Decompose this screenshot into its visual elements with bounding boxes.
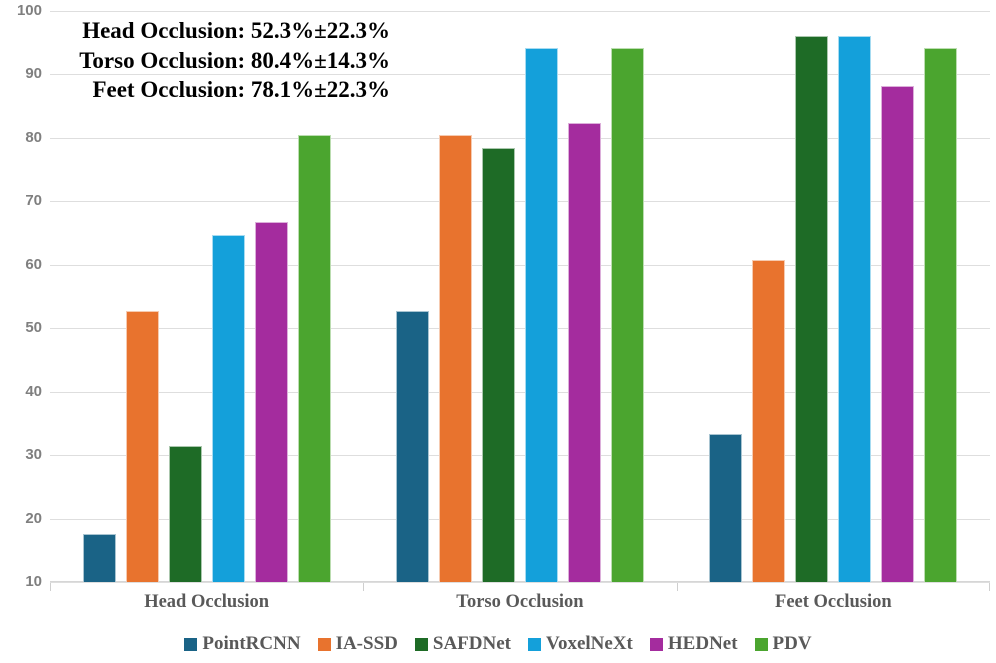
- y-axis-tick-label-60: 60: [25, 255, 42, 273]
- bar-pdv-feet-occlusion: [924, 48, 958, 582]
- legend: PointRCNN IA-SSD SAFDNet VoxelNeXt HEDNet PDV: [0, 633, 996, 655]
- legend-label: VoxelNeXt: [545, 633, 633, 654]
- y-axis-tick-label-30: 30: [25, 446, 42, 464]
- bar-hednet-torso-occlusion: [567, 122, 601, 582]
- gridline-50: [50, 328, 990, 330]
- y-axis-tick-label-90: 90: [25, 65, 42, 83]
- bar-voxelnext-torso-occlusion: [524, 48, 558, 582]
- bar-group-head-occlusion: [50, 11, 363, 582]
- x-axis-category-label-feet-occlusion: Feet Occlusion: [775, 592, 892, 612]
- gridline-40: [50, 391, 990, 393]
- gridline-100: [50, 11, 990, 12]
- legend-item-safdnet: SAFDNet: [414, 633, 511, 655]
- legend-item-voxelnext: VoxelNeXt: [527, 633, 633, 655]
- legend-item-pdv: PDV: [754, 633, 812, 655]
- x-axis-tick: [989, 583, 990, 591]
- plot-area: [50, 11, 990, 591]
- gridline-20: [50, 518, 990, 520]
- y-axis-tick-label-40: 40: [25, 382, 42, 400]
- legend-swatch-icon: [527, 637, 541, 651]
- x-axis-tick: [676, 583, 678, 591]
- bar-voxelnext-head-occlusion: [211, 235, 245, 582]
- y-axis-tick-label-70: 70: [25, 192, 42, 210]
- y-axis-tick-label-10: 10: [25, 573, 42, 590]
- bar-pointrcnn-feet-occlusion: [709, 434, 743, 582]
- bar-safdnet-head-occlusion: [168, 446, 202, 582]
- bar-group-torso-occlusion: [363, 11, 676, 582]
- x-axis-tick: [50, 583, 51, 591]
- legend-swatch-icon: [414, 637, 428, 651]
- gridline-10: [50, 582, 990, 583]
- legend-label: PDV: [772, 633, 812, 654]
- gridline-70: [50, 201, 990, 203]
- annotation-line-feet: Feet Occlusion: 78.1%±22.3%: [92, 77, 390, 102]
- legend-item-pointrcnn: PointRCNN: [184, 633, 301, 655]
- bar-hednet-head-occlusion: [254, 222, 288, 582]
- annotation-line-head: Head Occlusion: 52.3%±22.3%: [82, 18, 390, 43]
- y-axis-tick-label-50: 50: [25, 319, 42, 337]
- bar-pdv-torso-occlusion: [610, 48, 644, 582]
- x-axis-category-label-torso-occlusion: Torso Occlusion: [456, 592, 584, 612]
- legend-swatch-icon: [754, 637, 768, 651]
- y-axis-tick-label-20: 20: [25, 509, 42, 527]
- gridline-30: [50, 455, 990, 457]
- gridline-80: [50, 137, 990, 139]
- bar-ia-ssd-feet-occlusion: [752, 259, 786, 582]
- legend-item-hednet: HEDNet: [649, 633, 738, 655]
- legend-label: HEDNet: [667, 633, 738, 654]
- bar-pointrcnn-head-occlusion: [82, 534, 116, 582]
- legend-item-ia-ssd: IA-SSD: [317, 633, 398, 655]
- legend-swatch-icon: [184, 637, 198, 651]
- legend-label: PointRCNN: [202, 633, 301, 654]
- legend-swatch-icon: [649, 637, 663, 651]
- bar-pdv-head-occlusion: [297, 135, 331, 582]
- legend-swatch-icon: [317, 637, 331, 651]
- bar-ia-ssd-torso-occlusion: [438, 135, 472, 582]
- bar-safdnet-feet-occlusion: [795, 35, 829, 582]
- bar-voxelnext-feet-occlusion: [838, 35, 872, 582]
- legend-label: IA-SSD: [335, 633, 398, 654]
- legend-label: SAFDNet: [432, 633, 511, 654]
- y-axis-tick-label-100: 100: [16, 2, 42, 19]
- gridline-90: [50, 74, 990, 76]
- x-axis-category-label-head-occlusion: Head Occlusion: [144, 592, 270, 612]
- y-axis-tick-label-80: 80: [25, 128, 42, 146]
- bar-pointrcnn-torso-occlusion: [395, 310, 429, 582]
- bar-group-feet-occlusion: [677, 11, 990, 582]
- bar-ia-ssd-head-occlusion: [125, 310, 159, 582]
- bar-hednet-feet-occlusion: [881, 85, 915, 582]
- x-axis-tick: [363, 583, 365, 591]
- occlusion-summary-annotation: Head Occlusion: 52.3%±22.3% Torso Occlus…: [0, 16, 390, 105]
- bar-safdnet-torso-occlusion: [481, 148, 515, 582]
- gridline-60: [50, 264, 990, 266]
- annotation-line-torso: Torso Occlusion: 80.4%±14.3%: [79, 47, 390, 73]
